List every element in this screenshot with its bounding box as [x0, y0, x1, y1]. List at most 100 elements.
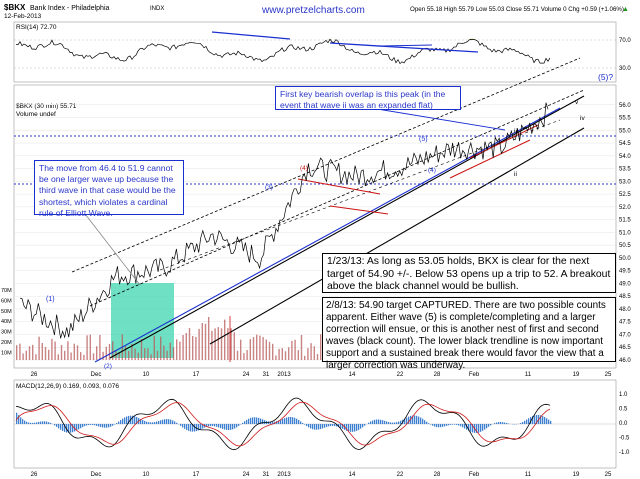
x-axis-label: 2013 [277, 372, 291, 378]
volume-bar [48, 349, 50, 360]
macd-hist-bar [312, 424, 314, 430]
volume-bar [176, 339, 178, 360]
macd-hist-bar [354, 424, 356, 432]
macd-hist-bar [308, 424, 310, 428]
macd-hist-bar [322, 424, 324, 429]
macd-hist-bar [318, 424, 320, 430]
wave-label-5: (5) [419, 136, 428, 143]
macd-hist-bar [74, 424, 76, 432]
macd-hist-bar [502, 422, 504, 424]
note-bearish-overlap: First key bearish overlap is this peak (… [275, 86, 461, 110]
price-tick-label: 49.0 [619, 281, 631, 287]
macd-hist-bar [540, 415, 542, 424]
macd-axis-ticks: 1.0 0.5 0.0 -0.5 -1.0 [619, 392, 630, 456]
volume-bar [160, 336, 162, 360]
rsi-divergence-line-3 [377, 44, 433, 47]
macd-hist-bar [96, 424, 98, 426]
macd-hist-bar [170, 419, 172, 424]
exchange-label: INDX [150, 6, 164, 12]
volume-bar [38, 336, 40, 360]
red-channel-line-3 [449, 139, 531, 179]
macd-hist-bar [86, 424, 88, 426]
x-axis-label: 19 [573, 472, 580, 478]
macd-hist-bar [200, 424, 202, 430]
macd-hist-bar [304, 424, 306, 425]
volume-bar [281, 348, 283, 360]
macd-hist-bar [476, 424, 478, 433]
volume-bar [128, 350, 130, 360]
macd-hist-bar [522, 422, 524, 424]
wave-label-v: v [575, 99, 579, 106]
volume-bar [291, 340, 293, 360]
macd-hist-bar [336, 424, 338, 427]
macd-hist-bar [362, 424, 364, 428]
macd-hist-bar [98, 424, 100, 427]
volume-bar [147, 348, 149, 360]
macd-hist-bar [340, 424, 342, 428]
macd-hist-bar [92, 424, 94, 425]
x-axis-label: 22 [397, 372, 404, 378]
volume-bar [22, 353, 24, 360]
macd-hist-bar [442, 424, 444, 427]
macd-hist-bar [338, 424, 340, 428]
macd-hist-bar [378, 419, 380, 424]
volume-bar [76, 345, 79, 360]
volume-bar [208, 316, 210, 360]
macd-hist-bar [176, 422, 178, 424]
website-label: www.pretzelcharts.com [261, 5, 365, 16]
macd-hist-bar [428, 423, 430, 424]
macd-hist-bar [212, 424, 214, 427]
macd-hist-bar [228, 424, 230, 431]
macd-hist-bar [310, 424, 312, 429]
macd-hist-bar [136, 417, 138, 424]
up-arrow-icon: ▲ [622, 6, 629, 13]
macd-hist-bar [184, 424, 186, 429]
ohlc-readout: Open 55.18 High 55.79 Low 55.03 Close 55… [410, 6, 624, 13]
macd-hist-bar [482, 424, 484, 431]
macd-hist-bar [286, 417, 288, 424]
macd-hist-bar [532, 416, 534, 424]
chart-date: 12-Feb-2013 [4, 13, 42, 20]
volume-label: Volume undef [16, 111, 56, 118]
volume-bar [67, 341, 69, 360]
price-tick-label: 53.5 [619, 167, 631, 173]
volume-bar [89, 334, 91, 360]
macd-hist-bar [418, 416, 420, 424]
volume-bar [316, 354, 319, 360]
volume-tick-label: 10M [1, 350, 12, 356]
macd-hist-bar [146, 421, 148, 424]
index-name: Bank Index - Philadelphia [30, 5, 109, 12]
macd-hist-bar [426, 421, 428, 424]
volume-bar [224, 319, 226, 360]
macd-hist-bar [32, 422, 34, 424]
macd-hist-bar [356, 424, 358, 431]
volume-bar [310, 343, 312, 360]
macd-hist-bar [278, 420, 280, 424]
red-channel-line-1 [297, 178, 381, 195]
macd-hist-bar [550, 420, 552, 424]
macd-hist-bar [548, 419, 550, 424]
price-tick-label: 53.0 [619, 179, 631, 185]
volume-bar [32, 344, 34, 360]
macd-hist-bar [332, 424, 334, 426]
x-axis-label: 31 [263, 372, 270, 378]
macd-hist-bar [54, 424, 56, 426]
volume-bar [272, 343, 274, 360]
macd-hist-bar [118, 421, 120, 424]
macd-hist-bar [342, 424, 344, 429]
macd-hist-bar [164, 419, 166, 424]
x-axis-label: 11 [525, 472, 532, 478]
macd-hist-bar [234, 424, 236, 429]
x-axis-label: 17 [193, 372, 200, 378]
macd-hist-bar [376, 419, 378, 424]
volume-bar [297, 350, 299, 360]
volume-bar [144, 348, 146, 360]
volume-bar [313, 346, 315, 360]
macd-hist-bar [500, 421, 502, 424]
note-2013-02-08: 2/8/13: 54.90 target CAPTURED. There are… [322, 297, 616, 371]
macd-hist-bar [110, 424, 112, 427]
volume-bar [99, 334, 101, 360]
x-axis-label: 14 [349, 472, 356, 478]
macd-tick-label: -1.0 [619, 450, 630, 456]
macd-hist-bar [432, 424, 434, 426]
